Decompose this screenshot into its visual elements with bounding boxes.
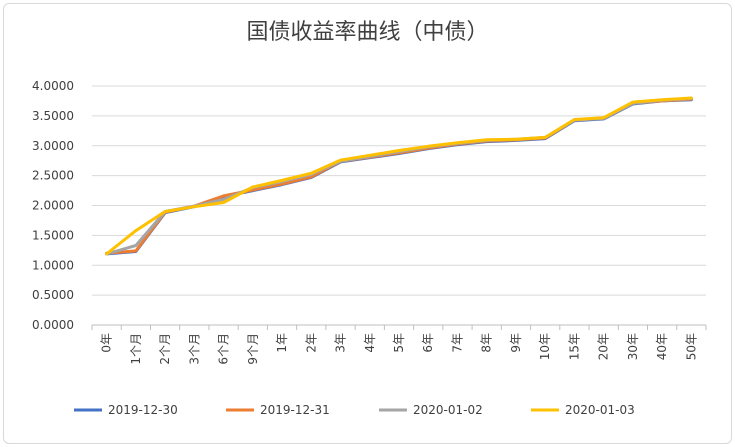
series-line-2019-12-31 (105, 97, 693, 255)
y-tick-label: 0.0000 (32, 318, 74, 332)
x-tick-label: 2年 (304, 333, 318, 353)
x-tick-label: 10年 (538, 333, 552, 360)
series-line-2020-01-02 (105, 97, 693, 256)
y-tick-label: 3.0000 (32, 139, 74, 153)
y-tick-label: 1.5000 (32, 228, 74, 242)
x-tick-label: 5年 (392, 333, 406, 353)
y-tick-label: 4.0000 (32, 79, 74, 93)
gridlines (92, 85, 706, 296)
x-tick-label: 30年 (626, 333, 640, 360)
x-tick-label: 7年 (450, 333, 464, 353)
y-axis-ticks: 0.0000 0.5000 1.0000 1.5000 2.0000 2.5000 3.00… (32, 79, 74, 332)
y-tick-label: 0.5000 (32, 288, 74, 302)
series-lines (105, 96, 693, 256)
series-line-2019-12-30 (105, 98, 693, 256)
legend: 2019-12-30 2019-12-31 2020-01-02 2020-01-03 (74, 403, 635, 417)
x-tick-label: 3个月 (187, 333, 201, 365)
series-line-2020-01-03 (105, 96, 693, 256)
x-tick-label: 40年 (655, 333, 669, 360)
x-tick-label: 15年 (567, 333, 581, 360)
x-tick-label: 8年 (480, 333, 494, 353)
legend-label: 2019-12-30 (108, 403, 178, 417)
chart-title: 国债收益率曲线（中债） (246, 20, 489, 45)
x-tick-label: 6个月 (217, 333, 231, 365)
x-tick-label: 1年 (275, 333, 289, 353)
x-axis-ticks: 0年 1个月 2个月 3个月 6个月 9个月 1年 2年 3年 4年 5年 6年 7年 8年 9年 10年 15… (100, 333, 699, 365)
x-tick-label: 20年 (597, 333, 611, 360)
legend-label: 2019-12-31 (260, 403, 330, 417)
y-tick-label: 1.0000 (32, 258, 74, 272)
x-tick-label: 3年 (334, 333, 348, 353)
legend-label: 2020-01-03 (565, 403, 635, 417)
x-axis (91, 324, 707, 330)
x-tick-label: 4年 (363, 333, 377, 353)
x-tick-label: 9年 (509, 333, 523, 353)
y-tick-label: 2.5000 (32, 169, 74, 183)
x-tick-label: 9个月 (246, 333, 260, 365)
chart-frame (3, 3, 732, 444)
x-tick-label: 1个月 (129, 333, 143, 365)
x-tick-label: 6年 (421, 333, 435, 353)
y-tick-label: 2.0000 (32, 199, 74, 213)
x-tick-label: 2个月 (158, 333, 172, 365)
y-tick-label: 3.5000 (32, 109, 74, 123)
legend-label: 2020-01-02 (413, 403, 483, 417)
x-tick-label: 0年 (100, 333, 114, 353)
x-tick-label: 50年 (684, 333, 698, 360)
